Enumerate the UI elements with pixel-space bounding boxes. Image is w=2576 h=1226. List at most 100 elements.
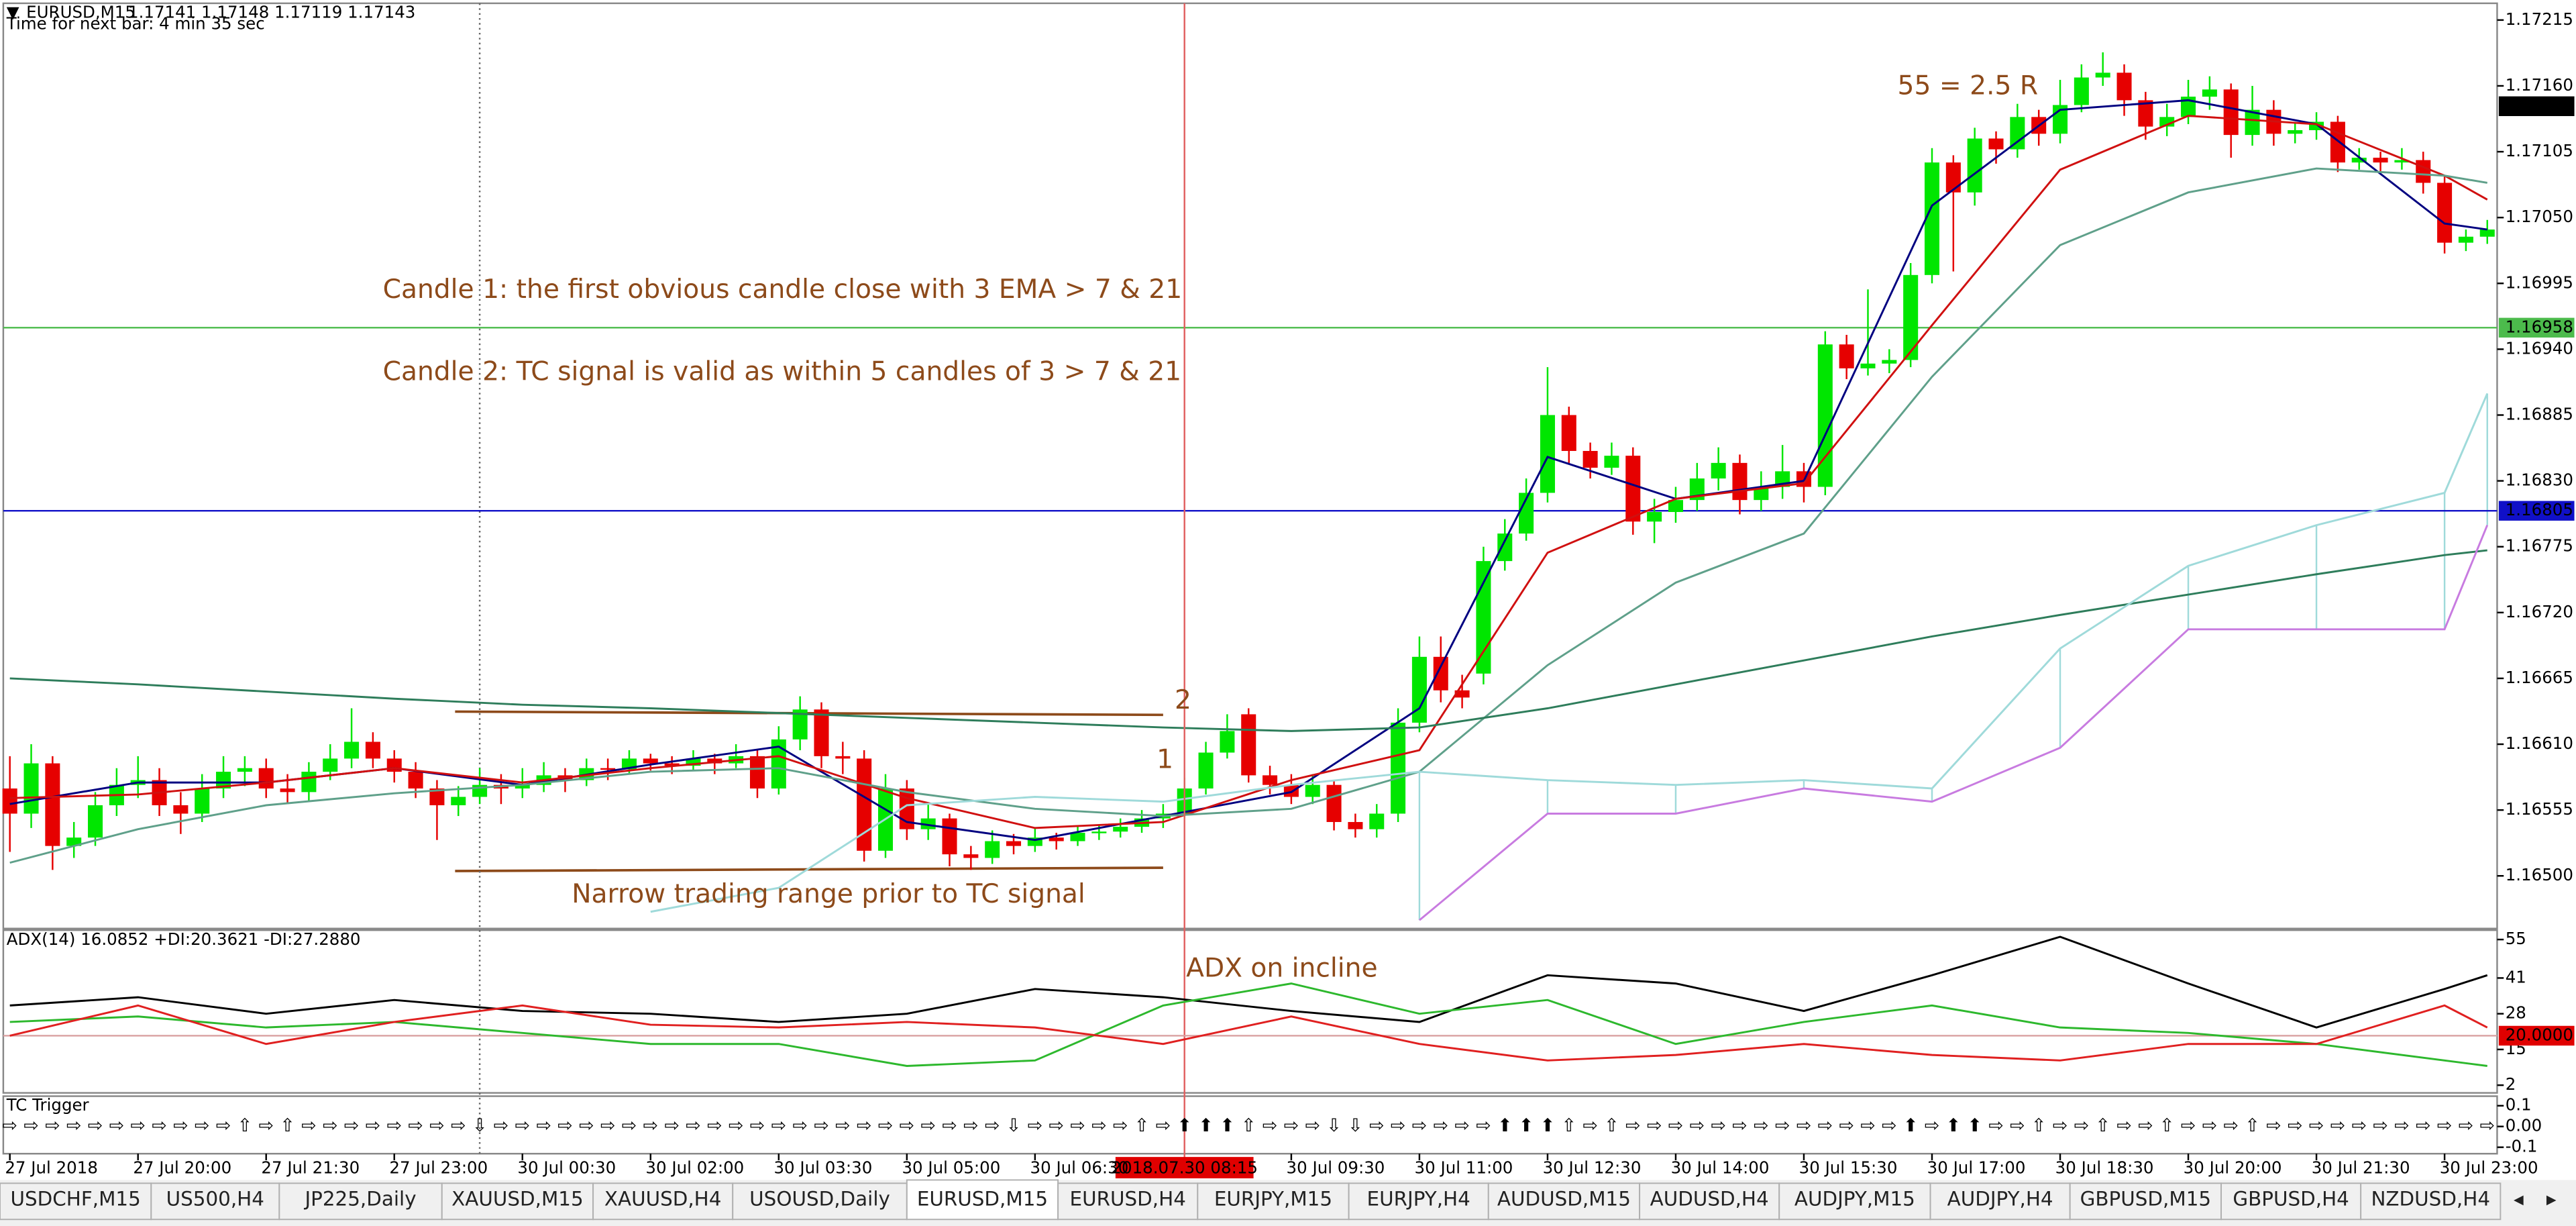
signal-arrow: ⇨ [1070, 1115, 1085, 1136]
annotation: Narrow trading range prior to TC signal [572, 879, 1085, 909]
tab[interactable] [0, 1182, 152, 1221]
signal-arrow: ⇨ [2074, 1115, 2090, 1136]
candle-body [2373, 157, 2388, 163]
annotation: 2 [1175, 685, 1191, 715]
price-level-label: 1.16958 [2506, 317, 2573, 336]
candle-body [1391, 722, 1406, 814]
candle-body [1433, 656, 1448, 691]
tab-label[interactable]: EURUSD,H4 [1070, 1187, 1186, 1210]
tab[interactable] [1057, 1182, 1199, 1221]
tab-scroll-left[interactable]: ◂ [2514, 1187, 2524, 1210]
adx-panel-frame [2, 929, 2498, 1094]
x-tick-label: 27 Jul 23:00 [389, 1158, 488, 1177]
signal-arrow: ⇨ [579, 1115, 594, 1136]
candle-body [1263, 775, 1278, 785]
candle-body [2330, 121, 2345, 163]
signal-arrow: ⬆ [1967, 1115, 1982, 1136]
candle-body [1924, 162, 1940, 275]
signal-arrow: ⬆ [1540, 1115, 1556, 1136]
candle-body [258, 768, 274, 789]
signal-arrow: ⇨ [600, 1115, 616, 1136]
candle-body [2138, 100, 2153, 127]
signal-arrow: ⇨ [2416, 1115, 2431, 1136]
signal-arrow: ⇨ [1988, 1115, 2004, 1136]
tab-label[interactable]: AUDJPY,M15 [1794, 1187, 1915, 1210]
tab[interactable] [1639, 1182, 1780, 1221]
x-tick-label: 30 Jul 15:30 [1799, 1158, 1898, 1177]
candle-body [1113, 827, 1128, 832]
crosshair-label: 2018.07.30 08:15 [1111, 1158, 1258, 1177]
x-tick-label: 27 Jul 2018 [5, 1158, 98, 1177]
x-tick-label: 30 Jul 12:30 [1543, 1158, 1642, 1177]
y-tick-label: 1.16775 [2506, 536, 2573, 556]
y-tick-label: 55 [2506, 929, 2526, 948]
tab-label[interactable]: EURJPY,H4 [1367, 1187, 1470, 1210]
tab-label[interactable]: AUDUSD,M15 [1497, 1187, 1631, 1210]
candle-body [88, 805, 103, 838]
tab[interactable] [2220, 1182, 2362, 1221]
signal-arrow: ⬆ [1497, 1115, 1513, 1136]
tab[interactable] [592, 1182, 734, 1221]
tab-label[interactable]: AUDUSD,H4 [1650, 1187, 1769, 1210]
signal-arrow: ⇨ [1156, 1115, 1171, 1136]
tab[interactable] [1929, 1182, 2071, 1221]
y-tick-label: 1.16995 [2506, 272, 2573, 292]
x-tick-label: 30 Jul 03:30 [773, 1158, 872, 1177]
signal-arrow: ⇨ [963, 1115, 979, 1136]
candle-body [2116, 72, 2132, 101]
signal-arrow: ⇨ [1305, 1115, 1320, 1136]
tab-label[interactable]: US500,H4 [166, 1187, 264, 1210]
candle-body [1411, 656, 1427, 723]
signal-arrow: ⇨ [408, 1115, 423, 1136]
candle-body [2074, 77, 2089, 105]
tab[interactable] [1487, 1182, 1641, 1221]
candle-body [1754, 487, 1769, 501]
candle-body [365, 742, 380, 759]
tab[interactable] [1778, 1182, 1931, 1221]
y-tick-label: 1.16610 [2506, 733, 2573, 753]
signal-arrow: ⇨ [985, 1115, 1000, 1136]
signal-arrow: ⇩ [1006, 1115, 1022, 1136]
signal-arrow: ⇨ [1454, 1115, 1470, 1136]
candle-body [1882, 360, 1897, 364]
candle-body [2437, 183, 2453, 243]
signal-arrow: ⇨ [2437, 1115, 2453, 1136]
tab-label[interactable]: XAUUSD,H4 [604, 1187, 722, 1210]
tab-label[interactable]: USOUSD,Daily [749, 1187, 890, 1210]
signal-arrow: ⇨ [1882, 1115, 1897, 1136]
tab[interactable] [278, 1182, 443, 1221]
level-label: 20.0000 [2506, 1025, 2573, 1044]
candle-body [1668, 500, 1683, 512]
candle-body [2458, 236, 2473, 243]
signal-arrow: ⇨ [386, 1115, 402, 1136]
tab[interactable] [2069, 1182, 2222, 1221]
tab-label[interactable]: XAUUSD,M15 [451, 1187, 584, 1210]
tab-label[interactable]: EURJPY,M15 [1214, 1187, 1332, 1210]
y-tick-label: 2 [2506, 1074, 2516, 1094]
tab-label[interactable]: USDCHF,M15 [10, 1187, 140, 1210]
signal-arrow: ⇧ [2095, 1115, 2110, 1136]
tab[interactable] [1197, 1182, 1350, 1221]
level-badge [2498, 1025, 2575, 1046]
signal-arrow: ⇨ [2010, 1115, 2025, 1136]
tab-label[interactable]: NZDUSD,H4 [2371, 1187, 2490, 1210]
tab[interactable] [2360, 1182, 2502, 1221]
signal-arrow: ⇨ [344, 1115, 360, 1136]
tab-label[interactable]: AUDJPY,H4 [1947, 1187, 2053, 1210]
candle-body [2, 788, 17, 814]
signal-arrow: ⇨ [109, 1115, 125, 1136]
tab-scroll-right[interactable]: ▸ [2546, 1187, 2557, 1210]
tab-label[interactable]: EURUSD,M15 [917, 1187, 1048, 1210]
tab-label[interactable]: JP225,Daily [303, 1187, 416, 1210]
tab-label[interactable]: GBPUSD,H4 [2233, 1187, 2349, 1210]
candle-body [1241, 714, 1256, 776]
y-tick-label: 1.16665 [2506, 668, 2573, 687]
candle-body [2223, 89, 2239, 136]
candle-body [1049, 837, 1064, 841]
tab-label[interactable]: GBPUSD,M15 [2080, 1187, 2211, 1210]
candle-body [1283, 784, 1299, 797]
candle-body [515, 784, 530, 789]
x-tick-label: 30 Jul 11:00 [1415, 1158, 1513, 1177]
x-tick-label: 30 Jul 02:00 [645, 1158, 744, 1177]
candle-body [963, 854, 979, 858]
